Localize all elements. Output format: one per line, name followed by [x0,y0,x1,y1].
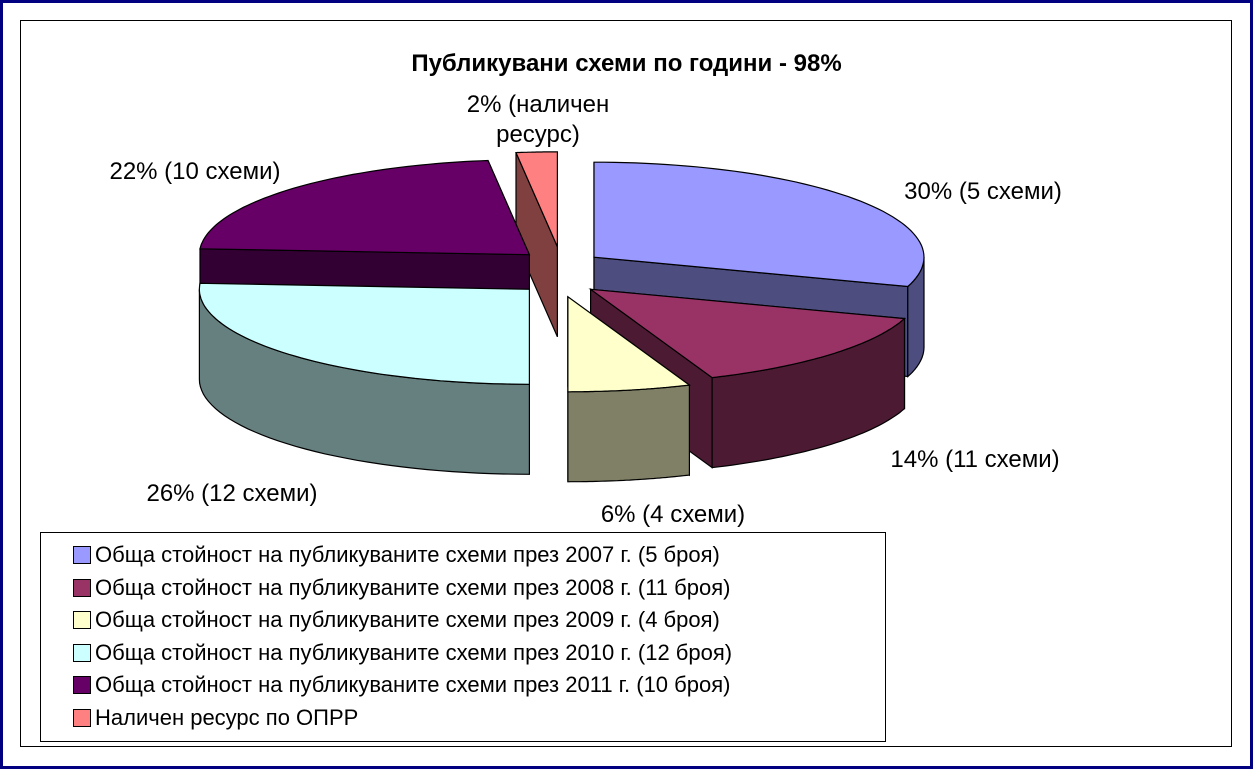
slice-top [515,151,558,248]
legend-swatch [73,643,91,662]
legend-entry: Обща стойност на публикуваните схеми пре… [41,572,885,605]
slice [198,282,530,475]
legend-label: Обща стойност на публикуваните схеми пре… [95,607,720,633]
slice-top [567,295,692,393]
legend-entry: Обща стойност на публикуваните схеми пре… [41,539,885,572]
data-label: 22% (10 схеми) [109,158,281,185]
legend-label: Наличен ресурс по ОПРР [95,704,359,730]
chart-title: Публикувани схеми по години - 98% [411,50,842,77]
slice-top [198,282,530,385]
legend: Обща стойност на публикуваните схеми пре… [40,532,886,742]
legend-swatch [73,611,91,630]
legend-swatch [73,676,91,695]
slice [567,295,692,483]
legend-entry: Обща стойност на публикуваните схеми пре… [41,669,885,702]
data-label: 2% (наличен ресурс) [466,91,610,148]
legend-entry: Обща стойност на публикуваните схеми пре… [41,604,885,637]
data-label: 14% (11 схеми) [890,446,1060,473]
legend-entry: Наличен ресурс по ОПРР [41,702,885,735]
legend-label: Обща стойност на публикуваните схеми пре… [95,542,720,568]
slice-side [567,384,690,483]
legend-label: Обща стойност на публикуваните схеми пре… [95,639,733,665]
data-label: 30% (5 схеми) [904,178,1062,205]
legend-swatch [73,708,91,727]
legend-label: Обща стойност на публикуваните схеми пре… [95,574,731,600]
legend-swatch [73,578,91,597]
data-label: 26% (12 схеми) [146,480,318,507]
slice-top [199,159,531,256]
slice-top [588,288,907,379]
legend-entry: Обща стойност на публикуваните схеми пре… [41,637,885,670]
slice-top [593,161,925,288]
legend-label: Обща стойност на публикуваните схеми пре… [95,672,731,698]
data-label: 6% (4 схеми) [600,501,746,528]
plot-area [20,20,1232,747]
legend-swatch [73,546,91,565]
